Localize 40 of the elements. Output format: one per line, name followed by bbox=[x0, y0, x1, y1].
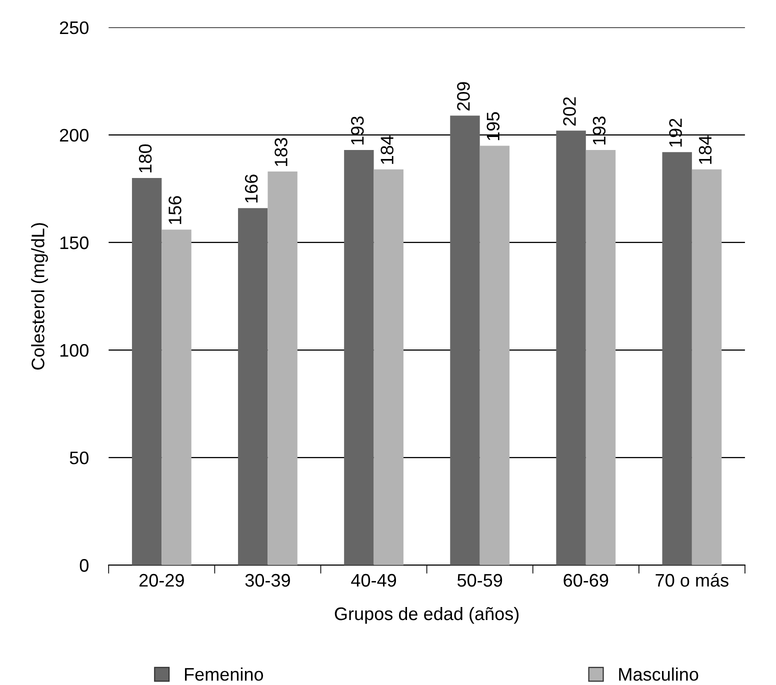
data-label: 193 bbox=[350, 116, 364, 144]
x-tick-label: 50-59 bbox=[457, 574, 502, 587]
bar bbox=[374, 169, 404, 566]
bar bbox=[344, 150, 374, 566]
x-axis-title: Grupos de edad (años) bbox=[334, 606, 519, 624]
data-label: 166 bbox=[244, 174, 258, 203]
bar bbox=[132, 178, 162, 566]
y-tick-label: 0 bbox=[80, 559, 88, 572]
bar bbox=[586, 150, 616, 566]
bar bbox=[162, 230, 192, 566]
data-label: 195 bbox=[486, 112, 500, 140]
data-label: 183 bbox=[274, 138, 288, 166]
data-label: 156 bbox=[168, 196, 182, 224]
data-label: 184 bbox=[380, 136, 394, 164]
y-tick-label: 50 bbox=[70, 452, 88, 464]
data-label: 180 bbox=[138, 144, 152, 172]
x-tick-label: 70 o más bbox=[656, 573, 728, 587]
bar bbox=[238, 208, 268, 566]
y-axis-title: Colesterol (mg/dL) bbox=[31, 223, 48, 370]
legend-label: Femenino bbox=[185, 668, 264, 681]
x-tick-label: 40-49 bbox=[351, 574, 396, 587]
data-label: 192 bbox=[669, 118, 682, 147]
y-tick-label: 200 bbox=[60, 128, 88, 142]
x-tick-label: 20-29 bbox=[139, 574, 184, 587]
y-tick-label: 250 bbox=[60, 21, 88, 34]
y-tick-label: 100 bbox=[60, 344, 88, 357]
bar bbox=[556, 130, 586, 566]
bar bbox=[662, 152, 692, 566]
data-label: 209 bbox=[457, 82, 470, 111]
bar bbox=[480, 146, 510, 566]
bar bbox=[268, 172, 298, 566]
bar bbox=[692, 169, 722, 566]
x-tick-label: 60-69 bbox=[564, 574, 608, 587]
bar bbox=[450, 116, 480, 566]
x-tick-label: 30-39 bbox=[245, 574, 290, 587]
data-label: 193 bbox=[592, 116, 606, 144]
data-label: 202 bbox=[563, 97, 576, 126]
legend-label: Masculino bbox=[619, 668, 698, 681]
data-label: 184 bbox=[698, 136, 712, 164]
y-tick-label: 150 bbox=[60, 236, 88, 250]
